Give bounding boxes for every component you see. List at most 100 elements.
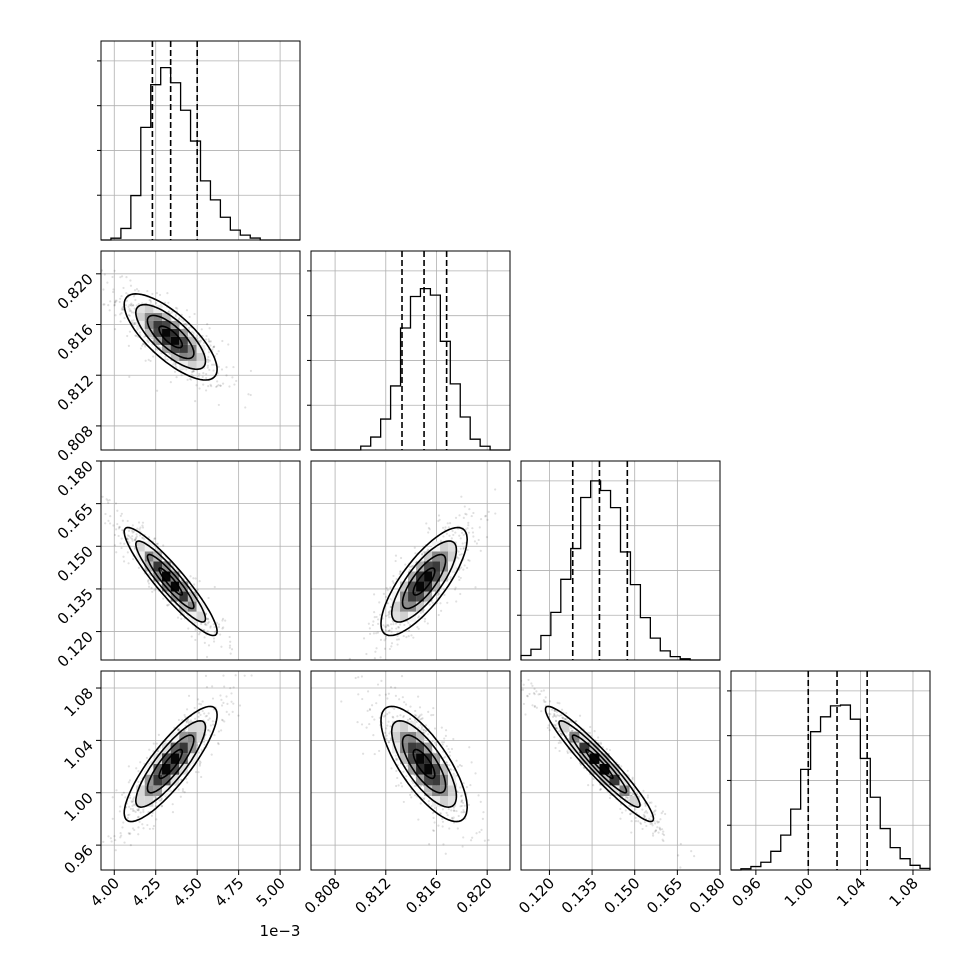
sample-point xyxy=(197,711,201,714)
sample-point xyxy=(634,808,637,811)
sample-point xyxy=(138,331,142,334)
sample-point xyxy=(207,385,210,388)
sample-point xyxy=(106,499,109,502)
sample-point xyxy=(205,623,208,627)
sample-point xyxy=(419,718,422,721)
sample-point xyxy=(599,788,602,792)
sample-point xyxy=(134,539,137,542)
sample-point xyxy=(113,304,116,307)
density-contour xyxy=(558,719,641,809)
sample-point xyxy=(114,300,117,304)
density-cell xyxy=(609,763,620,775)
sample-point xyxy=(461,801,465,804)
sample-point xyxy=(375,702,378,705)
sample-point xyxy=(643,802,646,805)
sample-point xyxy=(197,751,201,754)
sample-point xyxy=(431,751,434,754)
sample-point xyxy=(553,712,556,716)
sample-point xyxy=(406,718,410,721)
sample-point xyxy=(479,549,482,552)
sample-point xyxy=(465,786,469,789)
sample-point xyxy=(399,714,402,717)
sample-point xyxy=(395,577,398,581)
sample-point xyxy=(115,789,118,792)
sample-point xyxy=(417,695,420,698)
sample-point xyxy=(174,315,177,318)
sample-point xyxy=(202,372,205,375)
sample-point xyxy=(443,737,446,740)
sample-point xyxy=(152,750,155,753)
sample-point xyxy=(383,662,385,664)
sample-point xyxy=(177,729,180,732)
sample-point xyxy=(653,822,657,825)
sample-point xyxy=(390,738,393,741)
sample-point xyxy=(403,701,406,704)
density-cell xyxy=(448,551,457,562)
density-cell xyxy=(408,571,417,582)
sample-point xyxy=(486,518,489,522)
sample-point xyxy=(135,287,139,291)
sample-point xyxy=(186,781,189,784)
sample-point xyxy=(199,703,203,706)
sample-point xyxy=(220,729,223,732)
sample-point xyxy=(526,694,529,697)
sample-point xyxy=(138,820,141,823)
density-cell xyxy=(196,721,206,732)
sample-point xyxy=(401,696,404,699)
sample-point xyxy=(384,714,387,717)
sample-point xyxy=(459,547,462,550)
sample-point xyxy=(148,748,151,751)
sample-point xyxy=(193,706,196,710)
sample-point xyxy=(413,784,417,788)
sample-point xyxy=(185,721,188,724)
sample-point xyxy=(553,714,556,717)
sample-point xyxy=(141,537,145,540)
sample-point xyxy=(441,808,445,811)
sample-point xyxy=(131,524,134,527)
sample-point xyxy=(385,727,388,730)
sample-point xyxy=(679,866,682,869)
density-contour xyxy=(146,553,195,610)
sample-point xyxy=(556,701,559,705)
sample-point xyxy=(446,814,449,817)
density-cell xyxy=(196,731,206,743)
sample-point xyxy=(660,811,663,815)
sample-point xyxy=(119,831,122,835)
density-cell xyxy=(408,581,417,592)
sample-point xyxy=(565,731,568,734)
sample-point xyxy=(194,399,197,403)
sample-point xyxy=(459,592,462,596)
density-cell xyxy=(162,742,171,754)
sample-point xyxy=(129,807,132,810)
sample-point xyxy=(187,335,191,338)
sample-point xyxy=(450,537,453,540)
density-cell xyxy=(400,581,409,592)
density-cell xyxy=(424,763,433,775)
sample-point xyxy=(570,729,573,733)
sample-point xyxy=(440,726,443,729)
axes-frame xyxy=(730,670,931,871)
sample-point xyxy=(154,302,158,305)
sample-point xyxy=(417,627,420,630)
sample-point xyxy=(400,785,404,788)
sample-point xyxy=(113,269,116,272)
sample-point xyxy=(122,286,125,290)
sample-point xyxy=(649,822,652,826)
sample-point xyxy=(549,713,552,716)
sample-point xyxy=(460,794,463,797)
sample-point xyxy=(446,601,449,604)
sample-point xyxy=(558,702,561,705)
sample-point xyxy=(147,579,150,582)
sample-point xyxy=(391,715,394,718)
density-cell xyxy=(196,611,206,622)
sample-point xyxy=(395,769,398,773)
sample-point xyxy=(599,788,602,791)
sample-point xyxy=(187,719,190,722)
sample-point xyxy=(427,800,430,803)
sample-point xyxy=(156,542,159,545)
sample-point xyxy=(422,729,425,732)
sample-point xyxy=(151,292,154,296)
sample-point xyxy=(103,303,106,306)
sample-point xyxy=(153,795,156,799)
density-cell xyxy=(440,763,449,775)
